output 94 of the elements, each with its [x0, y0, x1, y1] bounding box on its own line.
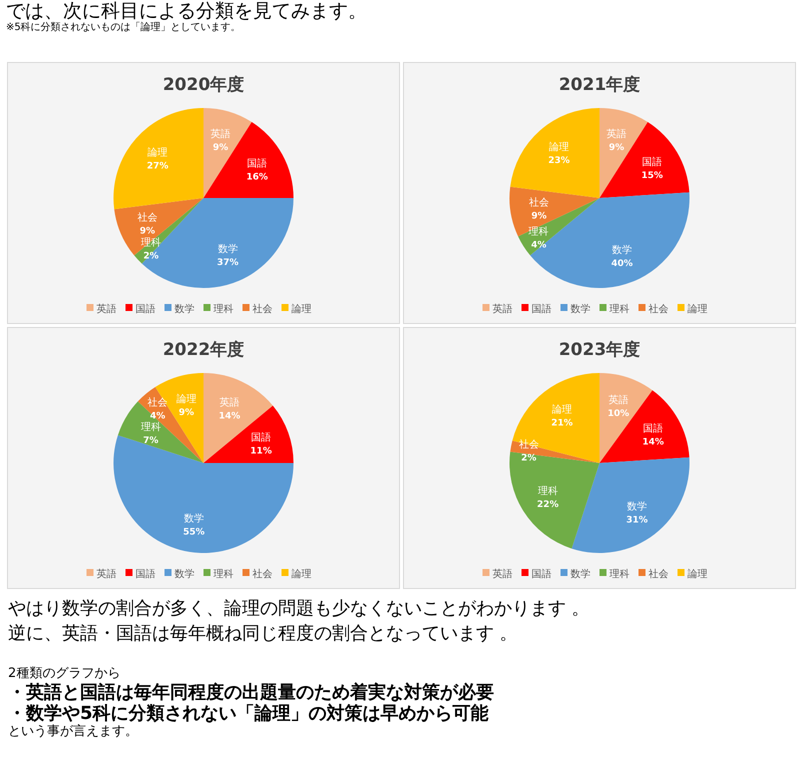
data-label: 9%: [140, 226, 155, 236]
legend-label: 論理: [292, 303, 312, 315]
legend-label: 国語: [532, 303, 552, 315]
slice-label: 国語: [642, 156, 662, 168]
pie-slice: [204, 373, 273, 463]
pie-slice: [204, 406, 294, 463]
legend-label: 英語: [96, 568, 116, 580]
data-label: 2%: [521, 454, 536, 464]
slice-label: 英語: [220, 396, 240, 409]
legend-label: 社会: [252, 303, 272, 315]
slice-label: 社会: [518, 438, 539, 451]
chart-title: 2020年度: [162, 75, 244, 95]
data-label: 11%: [250, 446, 272, 456]
slice-label: 論理: [176, 393, 196, 406]
data-label: 10%: [608, 408, 630, 419]
data-label: 7%: [143, 436, 158, 446]
slice-label: 理科: [141, 236, 162, 248]
data-label: 9%: [178, 408, 194, 418]
legend-label: 英語: [492, 568, 512, 580]
slice-label: 社会: [529, 196, 550, 209]
pie-slice: [572, 457, 690, 553]
data-label: 15%: [641, 170, 663, 181]
slice-label: 国語: [251, 431, 272, 444]
slice-label: 数学: [184, 512, 204, 524]
chart-title: 2023年度: [558, 340, 640, 360]
pie-slice: [204, 122, 294, 198]
legend-label: 数学: [174, 303, 194, 315]
slice-label: 論理: [552, 404, 572, 416]
data-label: 37%: [217, 258, 239, 268]
legend-label: 理科: [610, 303, 630, 315]
slice-label: 数学: [218, 243, 238, 256]
text: 逆に、英語・国語は毎年概ね同じ程度の割合となっています 。: [8, 622, 519, 646]
legend-label: 社会: [648, 303, 668, 315]
data-label: 9%: [608, 143, 624, 154]
data-label: 55%: [183, 527, 205, 538]
legend-label: 論理: [688, 568, 708, 580]
data-label: 40%: [611, 258, 633, 269]
legend-label: 社会: [252, 568, 272, 580]
legend-label: 理科: [610, 568, 630, 580]
slice-label: 国語: [247, 158, 268, 170]
pie-slice: [114, 108, 204, 210]
pie-slice: [530, 192, 690, 288]
slice-label: 国語: [643, 422, 664, 435]
data-label: 31%: [626, 515, 648, 526]
text: という事が言えます。: [8, 724, 139, 740]
data-label: 22%: [537, 500, 559, 510]
text: ・数学や5科に分類されない「論理」の対策は早めから可能: [8, 703, 490, 724]
slice-label: 数学: [612, 244, 632, 256]
legend-label: 国語: [136, 303, 156, 315]
chart-title: 2022年度: [162, 340, 244, 360]
slice-label: 理科: [140, 420, 161, 433]
slice-label: 英語: [606, 128, 627, 140]
pie-slice: [510, 452, 600, 549]
slice-label: 理科: [528, 226, 549, 238]
slice-label: 論理: [148, 146, 168, 159]
legend-label: 数学: [570, 303, 590, 315]
data-label: 21%: [551, 418, 573, 429]
slice-label: 論理: [549, 141, 570, 154]
legend-label: 英語: [96, 303, 116, 315]
legend-label: 理科: [214, 303, 234, 315]
legend-label: 数学: [570, 568, 590, 580]
data-label: 9%: [212, 143, 228, 154]
slice-label: 社会: [137, 211, 158, 224]
legend-label: 国語: [136, 568, 156, 580]
legend-label: 論理: [292, 568, 312, 580]
legend-label: 数学: [174, 568, 194, 580]
pie-slice: [600, 122, 690, 198]
data-label: 14%: [642, 438, 664, 448]
data-label: 23%: [548, 156, 570, 166]
data-label: 9%: [531, 212, 547, 222]
text: ※5科に分類されないものは「論理」としています。: [6, 22, 242, 34]
data-label: 27%: [146, 162, 168, 172]
data-label: 14%: [218, 412, 240, 422]
text: では、次に科目による分類を見てみます。: [6, 0, 367, 22]
legend-label: 社会: [648, 568, 668, 580]
text: やはり数学の割合が多く、論理の問題も少なくないことがわかります 。: [8, 597, 590, 621]
pie-slice: [510, 108, 600, 198]
slice-label: 英語: [608, 394, 628, 406]
pie-slice: [510, 186, 600, 236]
text: ・英語と国語は毎年同程度の出題量のため着実な対策が必要: [8, 682, 495, 703]
pie-slice: [600, 390, 690, 463]
text: 2種類のグラフから: [8, 666, 122, 682]
slice-label: 英語: [210, 128, 231, 140]
data-label: 16%: [246, 172, 268, 183]
slice-label: 理科: [538, 484, 558, 497]
slice-label: 数学: [627, 500, 648, 512]
chart-title: 2021年度: [558, 75, 640, 95]
slice-label: 社会: [148, 396, 168, 409]
legend-label: 理科: [214, 568, 234, 580]
legend-label: 国語: [532, 568, 552, 580]
pie-slice: [510, 440, 600, 463]
legend-label: 論理: [688, 303, 708, 315]
legend-label: 英語: [492, 303, 512, 315]
pie-slice: [512, 373, 600, 463]
